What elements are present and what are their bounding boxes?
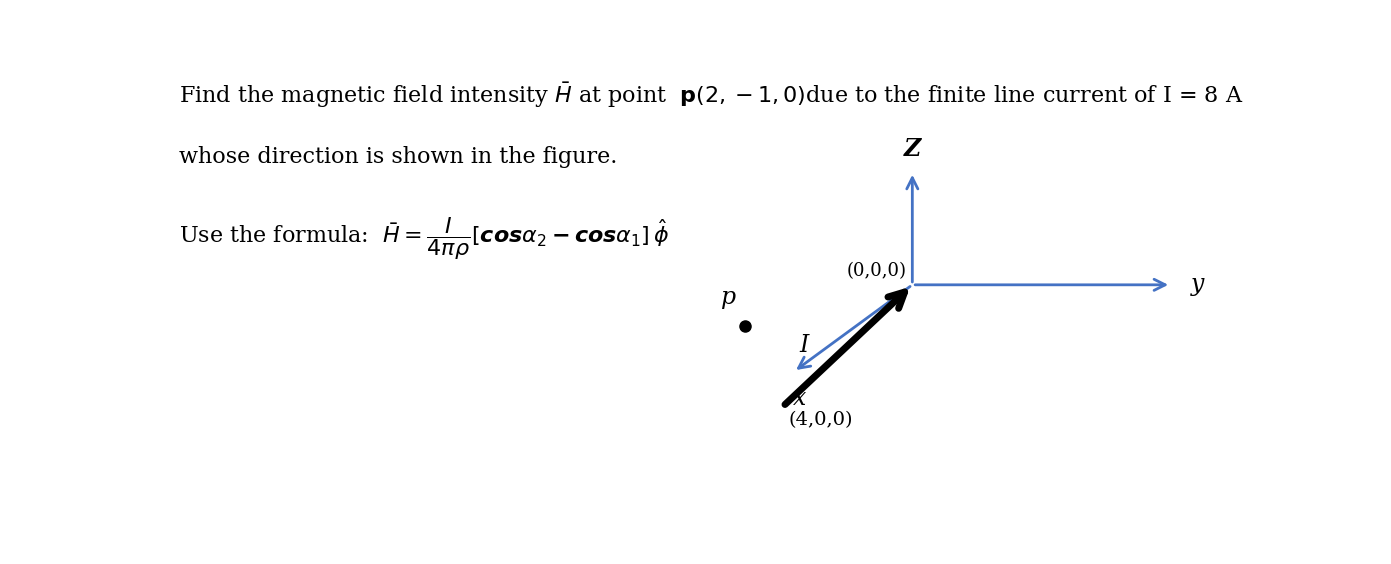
Text: I: I: [800, 334, 810, 357]
Text: Z: Z: [904, 137, 921, 161]
Text: y: y: [1191, 274, 1203, 296]
Text: Use the formula:  $\bar{H} = \dfrac{I}{4\pi\rho}[\boldsymbol{cos\alpha_2 - cos\a: Use the formula: $\bar{H} = \dfrac{I}{4\…: [179, 215, 669, 262]
Text: (0,0,0): (0,0,0): [847, 262, 907, 280]
Text: p: p: [722, 286, 737, 309]
Text: x: x: [793, 387, 805, 410]
Text: Find the magnetic field intensity $\bar{H}$ at point  $\mathbf{p}(2,-1, 0)$due t: Find the magnetic field intensity $\bar{…: [179, 81, 1244, 110]
Text: whose direction is shown in the figure.: whose direction is shown in the figure.: [179, 146, 618, 168]
Text: (4,0,0): (4,0,0): [789, 411, 853, 429]
